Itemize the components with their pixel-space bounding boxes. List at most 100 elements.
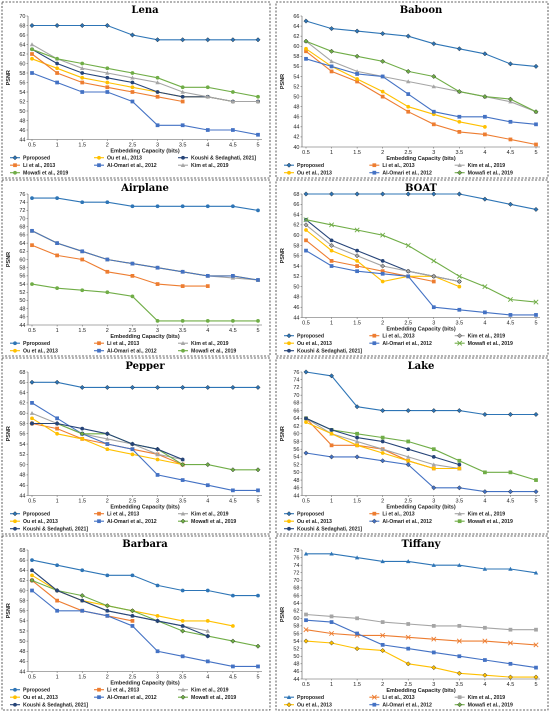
chart-title: Pepper xyxy=(125,361,165,372)
data-point xyxy=(180,457,185,462)
data-point xyxy=(105,431,110,436)
legend-entry: Al-Omari et al., 2012 xyxy=(382,703,432,709)
data-point xyxy=(380,259,385,263)
panel-border xyxy=(275,1,549,179)
series-line xyxy=(305,452,536,493)
x-tick-label: 4.5 xyxy=(229,675,237,681)
data-point xyxy=(534,313,538,317)
data-point xyxy=(329,59,334,64)
data-point xyxy=(130,75,135,80)
data-point xyxy=(457,307,462,312)
legend-marker xyxy=(180,341,186,345)
y-tick-label: 66 xyxy=(293,593,299,599)
y-tick-label: 52 xyxy=(293,84,299,90)
data-point xyxy=(483,124,487,129)
y-tick-label: 40 xyxy=(293,145,299,151)
legend-entry: Koushi & Sedaghati, 2021] xyxy=(297,527,362,533)
data-point xyxy=(405,462,411,468)
series-line xyxy=(305,48,486,128)
data-point xyxy=(354,253,360,259)
legend-entry: Pproposed xyxy=(297,512,324,518)
x-tick-label: 4.5 xyxy=(229,328,237,334)
y-tick-label: 56 xyxy=(293,631,299,637)
series-line xyxy=(32,197,259,211)
y-tick-label: 78 xyxy=(293,548,299,554)
y-tick-label: 60 xyxy=(293,616,299,622)
series-line xyxy=(31,230,259,281)
y-tick-label: 48 xyxy=(19,473,25,479)
y-tick-label: 52 xyxy=(19,290,25,296)
x-tick-label: 2.5 xyxy=(129,499,137,505)
data-point xyxy=(29,410,35,415)
data-point xyxy=(456,89,462,95)
x-tick-label: 5 xyxy=(534,150,537,156)
legend-entry: Mowafi et al., 2019 xyxy=(23,171,68,177)
data-point xyxy=(482,672,488,678)
legend-marker xyxy=(372,511,377,516)
chart-title: Baboon xyxy=(400,5,443,16)
data-point xyxy=(30,573,34,578)
data-point xyxy=(355,264,359,268)
data-point xyxy=(155,37,161,43)
y-axis-label: PSNR xyxy=(6,252,12,267)
series-al-omari-et-al-2012 xyxy=(303,450,539,495)
data-point xyxy=(482,489,488,495)
x-tick-label: 0.5 xyxy=(28,675,36,681)
y-axis-label: PSNR xyxy=(6,603,12,618)
x-tick-label: 4 xyxy=(206,499,209,505)
y-tick-label: 54 xyxy=(19,442,25,448)
legend-marker xyxy=(457,340,463,346)
data-point xyxy=(155,265,160,270)
data-point xyxy=(256,593,260,598)
series-line xyxy=(31,559,258,597)
legend-entry: Pproposed xyxy=(23,156,50,162)
data-point xyxy=(155,447,160,452)
y-axis-label: PSNR xyxy=(280,74,286,89)
x-tick-label: 2.5 xyxy=(129,328,137,334)
data-point xyxy=(180,624,185,628)
data-point xyxy=(380,559,385,564)
data-point xyxy=(406,274,411,279)
data-point xyxy=(405,408,411,414)
data-point xyxy=(354,28,360,34)
data-point xyxy=(205,204,210,209)
x-tick-label: 4 xyxy=(483,682,486,688)
data-point xyxy=(180,284,185,288)
data-point xyxy=(431,462,436,467)
y-tick-label: 60 xyxy=(19,61,25,67)
series-pproposed xyxy=(30,558,260,598)
y-tick-label: 54 xyxy=(19,90,25,96)
data-point xyxy=(533,570,539,575)
data-point xyxy=(304,612,308,617)
data-point xyxy=(231,593,235,598)
y-tick-label: 72 xyxy=(293,571,299,577)
y-tick-label: 58 xyxy=(293,54,299,60)
data-point xyxy=(205,284,210,288)
data-point xyxy=(329,238,334,243)
data-point xyxy=(533,674,539,680)
data-point xyxy=(30,421,34,426)
data-point xyxy=(431,191,437,197)
x-tick-label: 3.5 xyxy=(456,682,464,688)
legend-marker xyxy=(13,163,17,168)
data-point xyxy=(80,426,85,431)
data-point xyxy=(205,37,211,43)
y-tick-label: 74 xyxy=(293,378,299,384)
y-tick-label: 60 xyxy=(19,588,25,594)
data-point xyxy=(79,384,85,390)
y-tick-label: 62 xyxy=(293,609,299,615)
series-line xyxy=(305,619,537,669)
x-tick-label: 1 xyxy=(56,499,59,505)
y-tick-label: 60 xyxy=(19,257,25,263)
y-tick-label: 46 xyxy=(293,115,299,121)
legend-marker xyxy=(372,333,377,338)
data-point xyxy=(354,404,360,410)
y-tick-label: 48 xyxy=(19,649,25,655)
legend-entry: Mowafi et al., 2019 xyxy=(191,695,236,701)
data-point xyxy=(534,142,538,147)
data-point xyxy=(30,243,34,248)
y-axis-label: PSNR xyxy=(280,426,286,441)
legend: Pproposed Li et al., 2013 Kim et al., 2019… xyxy=(284,162,513,177)
legend-marker xyxy=(372,702,377,707)
data-point xyxy=(55,56,59,61)
